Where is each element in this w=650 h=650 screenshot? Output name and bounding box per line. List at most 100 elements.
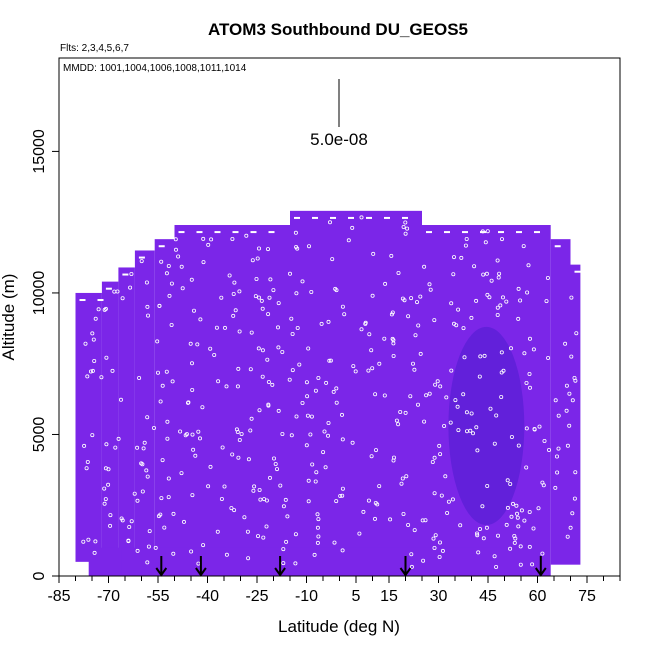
sample-marker [190, 432, 195, 437]
sample-marker [260, 374, 265, 379]
sample-marker [563, 341, 568, 346]
sample-marker [266, 379, 271, 384]
sample-marker [256, 246, 261, 251]
sample-marker [315, 512, 320, 517]
sample-marker [519, 508, 524, 513]
sample-marker [438, 452, 443, 457]
sample-marker [409, 564, 414, 569]
sample-marker [531, 526, 536, 531]
sample-marker [404, 474, 409, 479]
sample-marker [485, 229, 490, 234]
sample-marker [222, 325, 227, 330]
sample-marker [246, 556, 251, 561]
sample-marker [391, 458, 396, 463]
sample-marker [555, 454, 560, 459]
sample-marker [518, 298, 523, 303]
sample-marker [86, 537, 91, 542]
sample-marker [93, 316, 98, 321]
sample-marker [267, 295, 272, 300]
sample-marker [193, 453, 198, 458]
sample-marker [328, 358, 333, 363]
sample-marker [264, 498, 269, 503]
sample-marker [227, 273, 232, 278]
sample-marker [369, 454, 374, 459]
sample-marker [90, 331, 95, 336]
descent-arrow-head [534, 567, 547, 577]
sample-marker [489, 278, 494, 283]
sample-marker [312, 552, 317, 557]
x-tick-label: -85 [47, 588, 70, 605]
sample-marker [173, 237, 178, 242]
curtain-column [154, 239, 175, 577]
sample-marker [450, 497, 455, 502]
sample-marker [359, 215, 364, 220]
sample-marker [350, 225, 355, 230]
sample-marker [455, 404, 460, 409]
sample-marker [496, 275, 501, 280]
sample-marker [116, 436, 121, 441]
sample-marker [162, 525, 167, 530]
sample-marker [169, 322, 174, 327]
sample-marker [198, 317, 203, 322]
sample-marker [340, 304, 345, 309]
sample-marker [433, 382, 438, 387]
sample-marker [256, 346, 261, 351]
sample-marker [239, 431, 244, 436]
sample-marker [173, 247, 178, 252]
sample-marker [103, 466, 108, 471]
sample-marker [219, 295, 224, 300]
curtain-column [570, 264, 581, 565]
sample-marker [158, 512, 163, 517]
sample-marker [135, 548, 140, 553]
sample-marker [237, 437, 242, 442]
sample-marker [540, 480, 545, 485]
sample-marker [340, 437, 345, 442]
sample-marker [408, 394, 413, 399]
sample-marker [167, 293, 172, 298]
sample-marker [522, 518, 527, 523]
sample-marker [110, 368, 115, 373]
sample-marker [505, 505, 510, 510]
sample-marker [289, 433, 294, 438]
sample-marker [525, 290, 530, 295]
sample-marker [128, 285, 133, 290]
sample-marker [201, 236, 206, 241]
sample-marker [297, 362, 302, 367]
sample-marker [270, 382, 275, 387]
sample-marker [236, 455, 241, 460]
descent-arrow-head [399, 567, 412, 577]
sample-marker [418, 351, 423, 356]
sample-marker [495, 305, 500, 310]
sample-marker [310, 462, 315, 467]
sample-marker [427, 282, 432, 287]
sample-marker [532, 426, 537, 431]
sample-marker [267, 475, 272, 480]
sample-marker [153, 545, 158, 550]
sample-marker [145, 313, 150, 318]
sample-marker [480, 504, 485, 509]
curtain-column [134, 250, 155, 576]
sample-marker [400, 476, 405, 481]
sample-marker [568, 525, 573, 530]
sample-marker [512, 540, 517, 545]
sample-marker [261, 535, 266, 540]
sample-marker [327, 220, 332, 225]
sample-marker [157, 303, 162, 308]
sample-marker [248, 428, 253, 433]
sample-marker [206, 242, 211, 247]
sample-marker [512, 534, 517, 539]
sample-marker [547, 447, 552, 452]
sample-marker [293, 532, 298, 537]
sample-marker [316, 375, 321, 380]
sample-marker [281, 504, 286, 509]
sample-marker [409, 552, 414, 557]
sample-marker [304, 380, 309, 385]
sample-marker [431, 536, 436, 541]
sample-marker [249, 416, 254, 421]
sample-marker [265, 247, 270, 252]
sample-marker [499, 370, 504, 375]
enhanced-region [448, 326, 525, 526]
sample-marker [82, 443, 87, 448]
sample-marker [159, 259, 164, 264]
sample-marker [420, 518, 425, 523]
